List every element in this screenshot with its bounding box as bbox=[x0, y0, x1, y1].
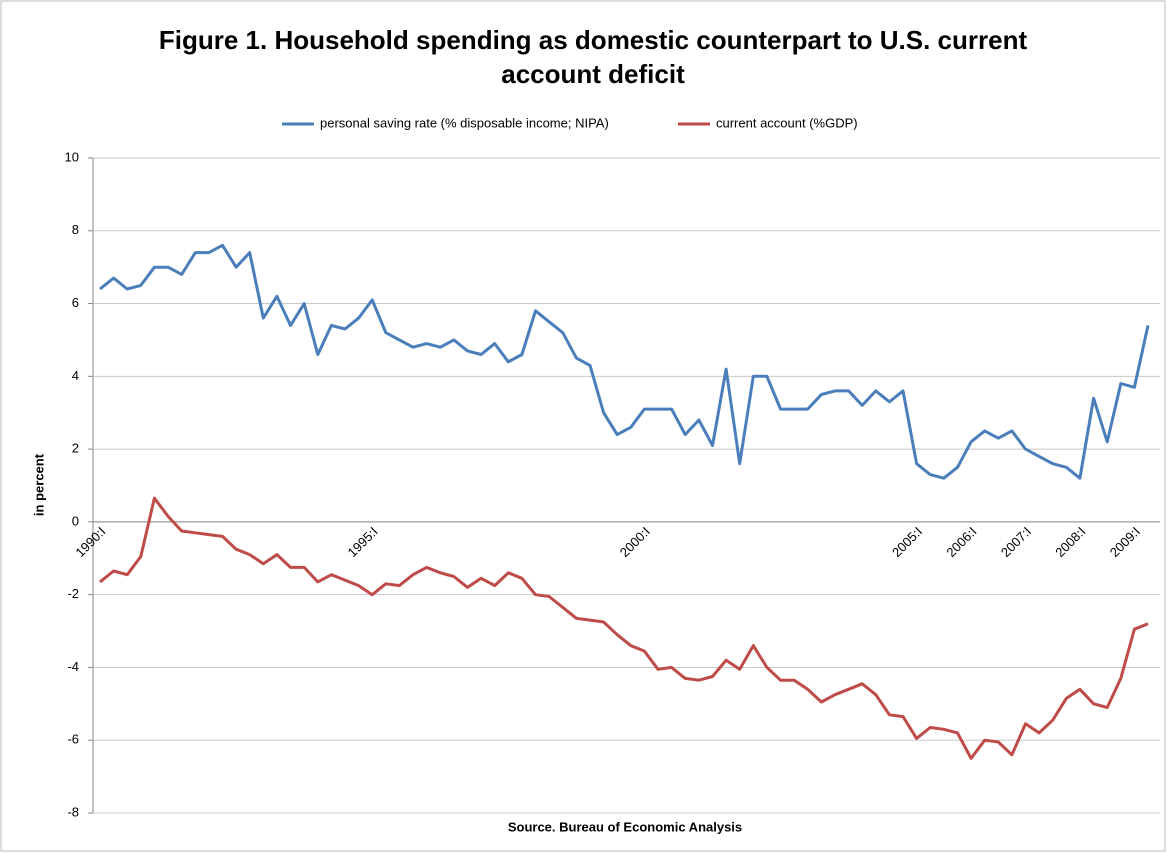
title-line: Figure 1. Household spending as domestic… bbox=[159, 25, 1028, 55]
y-tick-label: -2 bbox=[67, 586, 79, 601]
source-note: Source. Bureau of Economic Analysis bbox=[508, 819, 742, 834]
y-tick-label: 2 bbox=[72, 441, 79, 456]
chart-title: Figure 1. Household spending as domestic… bbox=[159, 25, 1028, 89]
series-line bbox=[99, 243, 1150, 480]
y-axis-label: in percent bbox=[31, 453, 46, 516]
legend-label: current account (%GDP) bbox=[716, 115, 858, 130]
series-line bbox=[99, 496, 1149, 760]
y-tick-label: 0 bbox=[72, 513, 79, 528]
y-tick-label: 8 bbox=[72, 222, 79, 237]
y-tick-label: 10 bbox=[65, 149, 79, 164]
y-tick-label: 4 bbox=[72, 368, 79, 383]
title-line: account deficit bbox=[501, 59, 685, 89]
legend-label: personal saving rate (% disposable incom… bbox=[320, 115, 609, 130]
y-tick-label: -8 bbox=[67, 804, 79, 819]
y-tick-label: 6 bbox=[72, 295, 79, 310]
y-tick-label: -4 bbox=[67, 659, 79, 674]
y-tick-label: -6 bbox=[67, 732, 79, 747]
